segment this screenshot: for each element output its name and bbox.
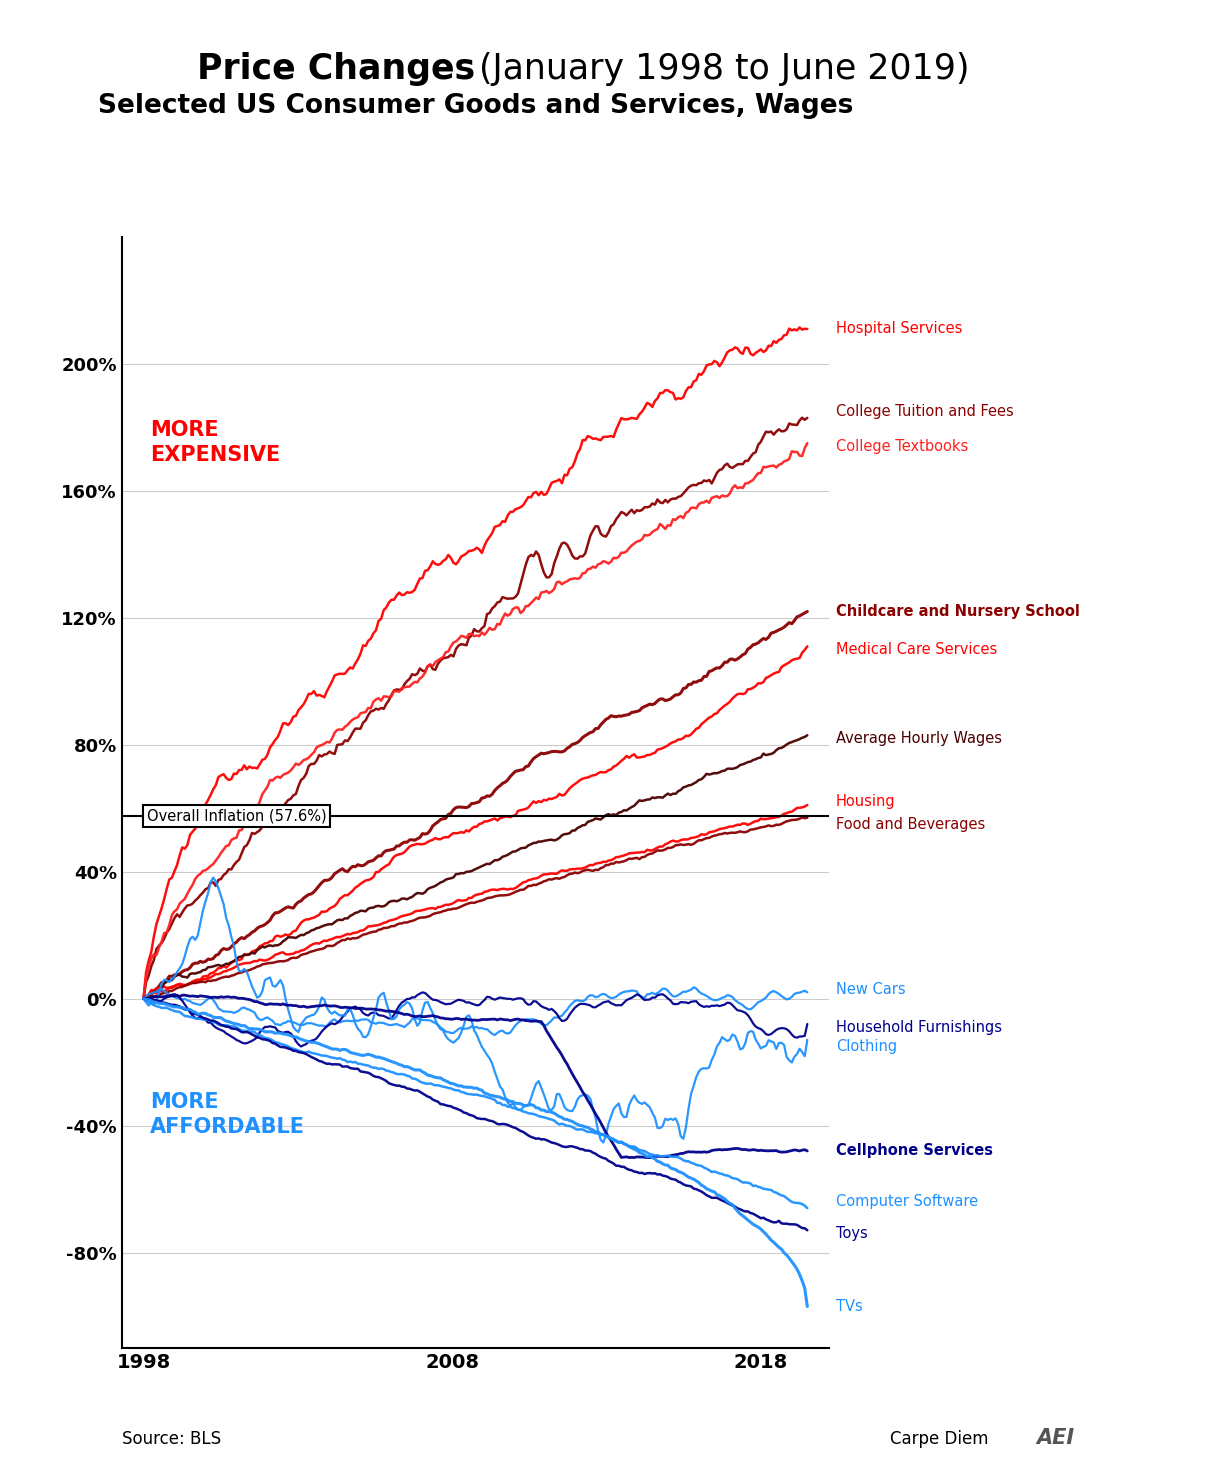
- Text: (January 1998 to June 2019): (January 1998 to June 2019): [479, 52, 969, 86]
- Text: New Cars: New Cars: [836, 982, 906, 997]
- Text: College Textbooks: College Textbooks: [836, 438, 968, 453]
- Text: Cellphone Services: Cellphone Services: [836, 1143, 992, 1158]
- Text: Medical Care Services: Medical Care Services: [836, 643, 997, 658]
- Text: Food and Beverages: Food and Beverages: [836, 816, 985, 831]
- Text: Carpe Diem: Carpe Diem: [890, 1431, 989, 1448]
- Text: MORE
EXPENSIVE: MORE EXPENSIVE: [150, 421, 280, 465]
- Text: Overall Inflation (57.6%): Overall Inflation (57.6%): [146, 809, 327, 823]
- Text: Computer Software: Computer Software: [836, 1194, 978, 1208]
- Text: Housing: Housing: [836, 794, 896, 809]
- Text: TVs: TVs: [836, 1299, 863, 1314]
- Text: Average Hourly Wages: Average Hourly Wages: [836, 732, 1002, 746]
- Text: Household Furnishings: Household Furnishings: [836, 1020, 1002, 1035]
- Text: Clothing: Clothing: [836, 1038, 897, 1053]
- Text: Hospital Services: Hospital Services: [836, 321, 962, 336]
- Text: Price Changes: Price Changes: [197, 52, 475, 86]
- Text: AEI: AEI: [1036, 1428, 1074, 1448]
- Text: Source: BLS: Source: BLS: [122, 1431, 221, 1448]
- Text: College Tuition and Fees: College Tuition and Fees: [836, 404, 1014, 419]
- Text: MORE
AFFORDABLE: MORE AFFORDABLE: [150, 1091, 305, 1137]
- Text: Selected US Consumer Goods and Services, Wages: Selected US Consumer Goods and Services,…: [98, 93, 853, 120]
- Text: Toys: Toys: [836, 1226, 868, 1241]
- Text: Childcare and Nursery School: Childcare and Nursery School: [836, 604, 1080, 619]
